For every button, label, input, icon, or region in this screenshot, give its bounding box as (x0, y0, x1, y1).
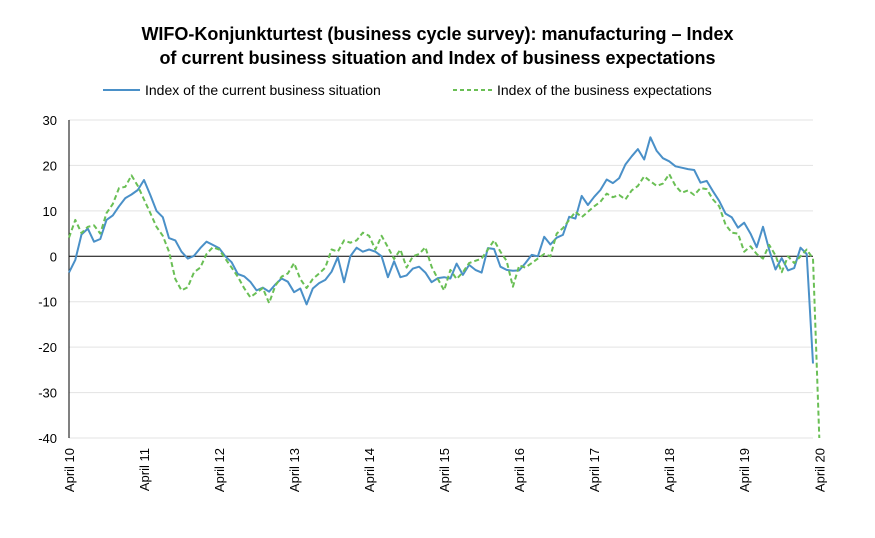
x-tick-label: April 11 (137, 448, 152, 491)
x-tick-label: April 20 (812, 448, 827, 492)
x-tick-label: April 14 (362, 448, 377, 492)
y-tick-label: -20 (38, 340, 57, 355)
x-tick-label: April 10 (62, 448, 77, 492)
series-lines (68, 136, 821, 439)
legend-label-situation: Index of the current business situation (145, 82, 381, 98)
y-tick-label: 10 (43, 204, 57, 219)
y-axis-tick-labels: 30 20 10 0 -10 -20 -30 -40 (38, 113, 57, 446)
y-tick-label: 0 (50, 249, 57, 264)
y-tick-label: -10 (38, 295, 57, 310)
x-tick-label: April 18 (662, 448, 677, 492)
y-tick-label: 20 (43, 158, 57, 173)
axes (68, 120, 813, 438)
y-tick-label: 30 (43, 113, 57, 128)
chart-title-line-1: WIFO-Konjunkturtest (business cycle surv… (141, 24, 734, 44)
legend-label-expectations: Index of the business expectations (497, 82, 712, 98)
x-tick-label: April 12 (212, 448, 227, 492)
series-line-current-situation (68, 136, 814, 364)
legend: Index of the current business situation … (103, 82, 712, 98)
x-tick-label: April 15 (437, 448, 452, 492)
x-tick-label: April 13 (287, 448, 302, 492)
x-tick-label: April 17 (587, 448, 602, 492)
x-axis-tick-labels: April 10 April 11 April 12 April 13 April 14… (62, 448, 827, 492)
x-tick-label: April 19 (737, 448, 752, 492)
series-line-business-expectations (68, 173, 821, 439)
y-tick-label: -30 (38, 386, 57, 401)
chart-title-line-2: of current business situation and Index … (159, 48, 716, 68)
gridlines (69, 119, 813, 439)
y-tick-label: -40 (38, 431, 57, 446)
x-tick-label: April 16 (512, 448, 527, 492)
